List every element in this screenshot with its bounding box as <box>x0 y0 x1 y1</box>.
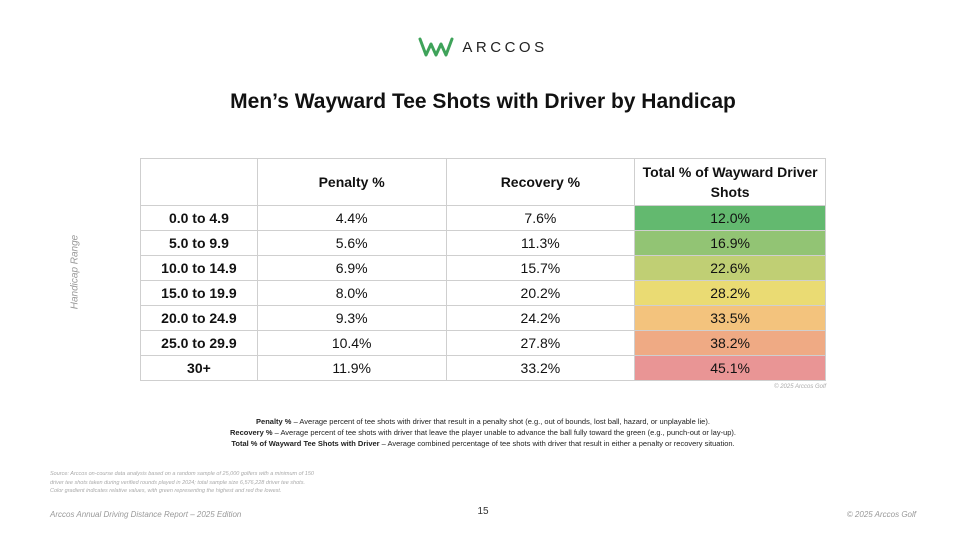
penalty-cell: 8.0% <box>256 280 447 306</box>
definition-text: – Average percent of tee shots with driv… <box>272 428 736 437</box>
definition-line: Penalty % – Average percent of tee shots… <box>0 416 966 427</box>
source-line: Source: Arccos on-course data analysis b… <box>50 471 314 477</box>
arccos-logo-icon <box>418 37 454 57</box>
total-cell: 28.2% <box>634 280 826 306</box>
definition-line: Total % of Wayward Tee Shots with Driver… <box>0 438 966 449</box>
total-cell: 16.9% <box>634 230 826 256</box>
recovery-cell: 27.8% <box>445 330 636 356</box>
penalty-cell: 5.6% <box>256 230 447 256</box>
brand-name: ARCCOS <box>462 38 548 56</box>
handicap-table: Penalty % Recovery % Total % of Wayward … <box>140 158 826 381</box>
chart-title: Men’s Wayward Tee Shots with Driver by H… <box>230 90 736 113</box>
definition-term: Penalty % <box>256 417 292 426</box>
definition-text: – Average combined percentage of tee sho… <box>379 439 735 448</box>
definition-term: Total % of Wayward Tee Shots with Driver <box>231 439 380 448</box>
source-line: Color gradient indicates relative values… <box>50 488 282 494</box>
brand-logo: ARCCOS <box>0 36 966 58</box>
table-credit: © 2025 Arccos Golf <box>774 384 826 390</box>
recovery-cell: 20.2% <box>445 280 636 306</box>
recovery-cell: 7.6% <box>445 205 636 231</box>
handicap-range-cell: 30+ <box>140 355 258 381</box>
copyright-footer: © 2025 Arccos Golf <box>846 510 916 519</box>
total-cell: 12.0% <box>634 205 826 231</box>
table-row: 15.0 to 19.9 8.0% 20.2% 28.2% <box>140 280 826 306</box>
recovery-cell: 11.3% <box>445 230 636 256</box>
handicap-range-cell: 15.0 to 19.9 <box>140 280 258 306</box>
recovery-cell: 24.2% <box>445 305 636 331</box>
table-header-row: Penalty % Recovery % Total % of Wayward … <box>140 158 826 206</box>
table-row: 30+ 11.9% 33.2% 45.1% <box>140 355 826 381</box>
row-axis-label: Handicap Range <box>69 234 81 310</box>
header-empty <box>140 158 258 206</box>
handicap-range-cell: 25.0 to 29.9 <box>140 330 258 356</box>
source-note: Source: Arccos on-course data analysis b… <box>50 470 410 496</box>
table-row: 20.0 to 24.9 9.3% 24.2% 33.5% <box>140 305 826 331</box>
handicap-range-cell: 10.0 to 14.9 <box>140 255 258 281</box>
table-row: 5.0 to 9.9 5.6% 11.3% 16.9% <box>140 230 826 256</box>
recovery-cell: 33.2% <box>445 355 636 381</box>
header-recovery: Recovery % <box>445 158 636 206</box>
table-row: 0.0 to 4.9 4.4% 7.6% 12.0% <box>140 205 826 231</box>
source-line: driver tee shots taken during verified r… <box>50 479 305 486</box>
header-penalty: Penalty % <box>256 158 447 206</box>
total-cell: 33.5% <box>634 305 826 331</box>
report-title-footer: Arccos Annual Driving Distance Report – … <box>50 510 242 519</box>
total-cell: 22.6% <box>634 255 826 281</box>
handicap-range-cell: 5.0 to 9.9 <box>140 230 258 256</box>
page-number: 15 <box>477 506 489 517</box>
penalty-cell: 11.9% <box>256 355 447 381</box>
header-total: Total % of Wayward Driver Shots <box>634 158 826 206</box>
definition-line: Recovery % – Average percent of tee shot… <box>0 427 966 438</box>
definitions: Penalty % – Average percent of tee shots… <box>0 416 966 449</box>
table-row: 10.0 to 14.9 6.9% 15.7% 22.6% <box>140 255 826 281</box>
total-cell: 38.2% <box>634 330 826 356</box>
definition-text: – Average percent of tee shots with driv… <box>291 417 710 426</box>
penalty-cell: 9.3% <box>256 305 447 331</box>
penalty-cell: 10.4% <box>256 330 447 356</box>
table-body: 0.0 to 4.9 4.4% 7.6% 12.0% 5.0 to 9.9 5.… <box>140 205 826 381</box>
penalty-cell: 4.4% <box>256 205 447 231</box>
recovery-cell: 15.7% <box>445 255 636 281</box>
penalty-cell: 6.9% <box>256 255 447 281</box>
table-row: 25.0 to 29.9 10.4% 27.8% 38.2% <box>140 330 826 356</box>
handicap-range-cell: 20.0 to 24.9 <box>140 305 258 331</box>
definition-term: Recovery % <box>229 428 273 437</box>
handicap-range-cell: 0.0 to 4.9 <box>140 205 258 231</box>
total-cell: 45.1% <box>634 355 826 381</box>
